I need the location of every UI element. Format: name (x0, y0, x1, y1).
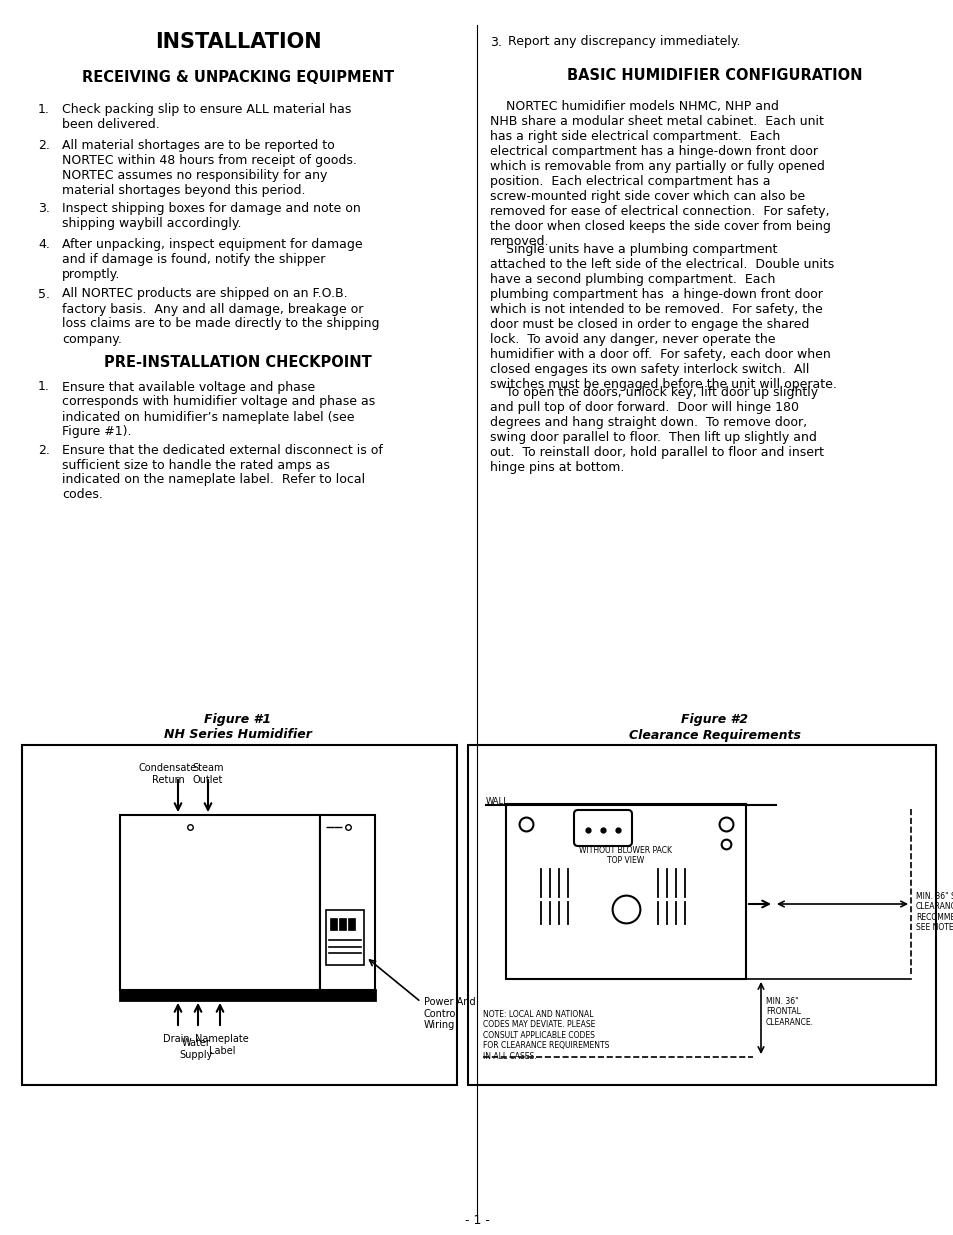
Text: Condensate
Return: Condensate Return (139, 763, 197, 784)
Bar (338, 918, 346, 930)
Bar (120, 990, 375, 1000)
Text: Water
Supply: Water Supply (179, 1037, 213, 1060)
Text: Ensure that available voltage and phase
corresponds with humidifier voltage and : Ensure that available voltage and phase … (62, 380, 375, 438)
Bar (319, 815, 375, 990)
Text: WALL: WALL (485, 798, 508, 806)
Text: After unpacking, inspect equipment for damage
and if damage is found, notify the: After unpacking, inspect equipment for d… (62, 238, 362, 282)
Text: MIN. 36" SIDE
CLEARANCE
RECOMMENDED.
SEE NOTE.: MIN. 36" SIDE CLEARANCE RECOMMENDED. SEE… (915, 892, 953, 932)
Text: Power And
Control
Wiring: Power And Control Wiring (423, 997, 476, 1030)
Text: Figure #1: Figure #1 (204, 714, 272, 726)
Text: 3.: 3. (490, 36, 501, 48)
Bar (348, 918, 355, 930)
Bar (120, 815, 319, 990)
Text: Single units have a plumbing compartment
attached to the left side of the electr: Single units have a plumbing compartment… (490, 243, 836, 391)
Text: MIN. 36"
FRONTAL
CLEARANCE.: MIN. 36" FRONTAL CLEARANCE. (765, 997, 813, 1026)
Text: To open the doors, unlock key, lift door up slightly
and pull top of door forwar: To open the doors, unlock key, lift door… (490, 387, 823, 474)
Text: Inspect shipping boxes for damage and note on
shipping waybill accordingly.: Inspect shipping boxes for damage and no… (62, 203, 360, 230)
Text: 1.: 1. (38, 103, 50, 116)
Text: 3.: 3. (38, 203, 50, 215)
Text: NOTE: LOCAL AND NATIONAL
CODES MAY DEVIATE. PLEASE
CONSULT APPLICABLE CODES
FOR : NOTE: LOCAL AND NATIONAL CODES MAY DEVIA… (482, 1010, 609, 1061)
Text: Clearance Requirements: Clearance Requirements (628, 729, 801, 741)
Text: All NORTEC products are shipped on an F.O.B.
factory basis.  Any and all damage,: All NORTEC products are shipped on an F.… (62, 288, 379, 346)
Text: - 1 -: - 1 - (464, 1214, 489, 1226)
Bar (468, 745, 935, 1086)
Text: WITHOUT BLOWER PACK
TOP VIEW: WITHOUT BLOWER PACK TOP VIEW (578, 846, 672, 866)
Text: Report any discrepancy immediately.: Report any discrepancy immediately. (507, 36, 740, 48)
Bar (22, 745, 456, 1086)
Text: BASIC HUMIDIFIER CONFIGURATION: BASIC HUMIDIFIER CONFIGURATION (567, 68, 862, 83)
Bar (505, 804, 745, 979)
Text: PRE-INSTALLATION CHECKPOINT: PRE-INSTALLATION CHECKPOINT (104, 354, 372, 370)
Text: Steam
Outlet: Steam Outlet (193, 763, 224, 784)
Bar (326, 910, 364, 965)
Text: Check packing slip to ensure ALL material has
been delivered.: Check packing slip to ensure ALL materia… (62, 103, 351, 131)
Bar (330, 918, 336, 930)
Text: INSTALLATION: INSTALLATION (154, 32, 321, 52)
Text: Ensure that the dedicated external disconnect is of
sufficient size to handle th: Ensure that the dedicated external disco… (62, 443, 382, 501)
FancyBboxPatch shape (574, 810, 631, 846)
Text: 2.: 2. (38, 140, 50, 152)
Text: 1.: 1. (38, 380, 50, 394)
Text: 2.: 2. (38, 443, 50, 457)
Text: Figure #2: Figure #2 (680, 714, 748, 726)
Text: Nameplate
Label: Nameplate Label (195, 1034, 249, 1056)
Text: 4.: 4. (38, 238, 50, 251)
Text: NH Series Humidifier: NH Series Humidifier (164, 729, 312, 741)
Text: Drain: Drain (163, 1034, 189, 1044)
Text: All material shortages are to be reported to
NORTEC within 48 hours from receipt: All material shortages are to be reporte… (62, 140, 356, 198)
Text: RECEIVING & UNPACKING EQUIPMENT: RECEIVING & UNPACKING EQUIPMENT (82, 70, 394, 85)
Text: NORTEC humidifier models NHMC, NHP and
NHB share a modular sheet metal cabinet. : NORTEC humidifier models NHMC, NHP and N… (490, 100, 830, 248)
Text: 5.: 5. (38, 288, 50, 300)
